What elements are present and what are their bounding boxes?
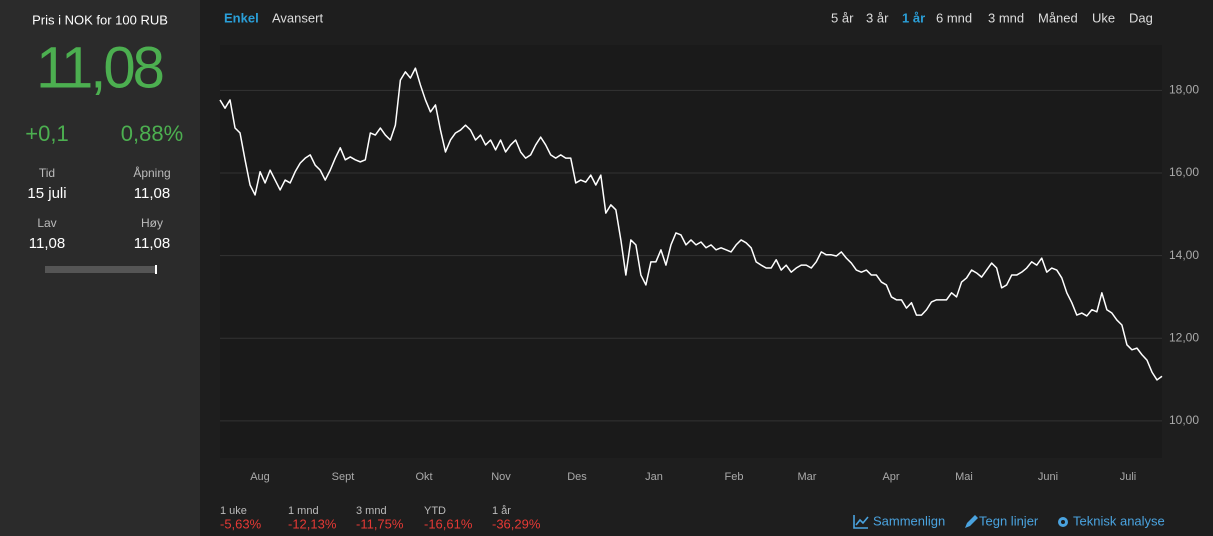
return-value: -11,75%: [356, 516, 404, 531]
return-value: -12,13%: [288, 516, 337, 531]
tool-link[interactable]: Sammenlign: [873, 513, 945, 528]
view-tab[interactable]: Avansert: [272, 10, 323, 25]
plot-area: [220, 45, 1162, 458]
x-tick-label: Sept: [332, 471, 355, 483]
return-value: -16,61%: [424, 516, 473, 531]
price: 11,08: [36, 35, 163, 100]
tool-icons: [853, 515, 1068, 529]
compare-icon: [853, 515, 869, 529]
x-tick-label: Juli: [1120, 471, 1137, 483]
x-tick-label: Mar: [798, 471, 817, 483]
period-tab[interactable]: Måned: [1038, 10, 1078, 25]
y-tick-label: 18,00: [1169, 83, 1199, 97]
pencil-icon: [965, 515, 978, 528]
x-tick-label: Juni: [1038, 471, 1058, 483]
view-tab[interactable]: Enkel: [224, 10, 259, 25]
return-label: 3 mnd: [356, 505, 387, 517]
return-value: -36,29%: [492, 516, 541, 531]
x-tick-label: Jan: [645, 471, 663, 483]
price-line: [219, 67, 1163, 381]
x-tick-label: Des: [567, 471, 587, 483]
period-tab[interactable]: 3 mnd: [988, 10, 1024, 25]
y-tick-label: 16,00: [1169, 165, 1199, 179]
period-tab[interactable]: Dag: [1129, 10, 1153, 25]
stat-label: Tid: [39, 166, 55, 180]
x-tick-label: Aug: [250, 471, 270, 483]
x-tick-label: Okt: [415, 471, 432, 483]
change-pct: 0,88%: [121, 121, 183, 146]
period-tab[interactable]: 6 mnd: [936, 10, 972, 25]
y-tick-label: 14,00: [1169, 248, 1199, 262]
period-tab[interactable]: 5 år: [831, 10, 854, 25]
period-tab[interactable]: 3 år: [866, 10, 889, 25]
stat-label: Høy: [141, 216, 163, 230]
range-marker: [155, 265, 157, 274]
range-bar: [45, 266, 157, 273]
period-tab[interactable]: Uke: [1092, 10, 1115, 25]
stat-label: Åpning: [133, 165, 170, 180]
x-tick-label: Nov: [491, 471, 511, 483]
stat-label: Lav: [37, 216, 56, 230]
period-tab[interactable]: 1 år: [902, 10, 925, 25]
x-tick-label: Mai: [955, 471, 973, 483]
tool-link[interactable]: Tegn linjer: [979, 513, 1039, 528]
x-tick-label: Apr: [882, 471, 899, 483]
tool-link[interactable]: Teknisk analyse: [1073, 513, 1165, 528]
return-label: 1 uke: [220, 505, 247, 517]
y-tick-label: 10,00: [1169, 413, 1199, 427]
return-label: 1 mnd: [288, 505, 319, 517]
stat-value: 11,08: [134, 235, 170, 252]
gear-hole: [1061, 520, 1065, 524]
stat-value: 11,08: [29, 235, 65, 252]
return-value: -5,63%: [220, 516, 262, 531]
change: +0,1: [25, 121, 68, 146]
return-label: YTD: [424, 505, 446, 517]
stat-value: 11,08: [134, 185, 170, 202]
return-label: 1 år: [492, 505, 511, 517]
x-tick-label: Feb: [725, 471, 744, 483]
sidebar-title: Pris i NOK for 100 RUB: [32, 12, 168, 27]
stat-value: 15 juli: [27, 185, 66, 202]
y-tick-label: 12,00: [1169, 330, 1199, 344]
